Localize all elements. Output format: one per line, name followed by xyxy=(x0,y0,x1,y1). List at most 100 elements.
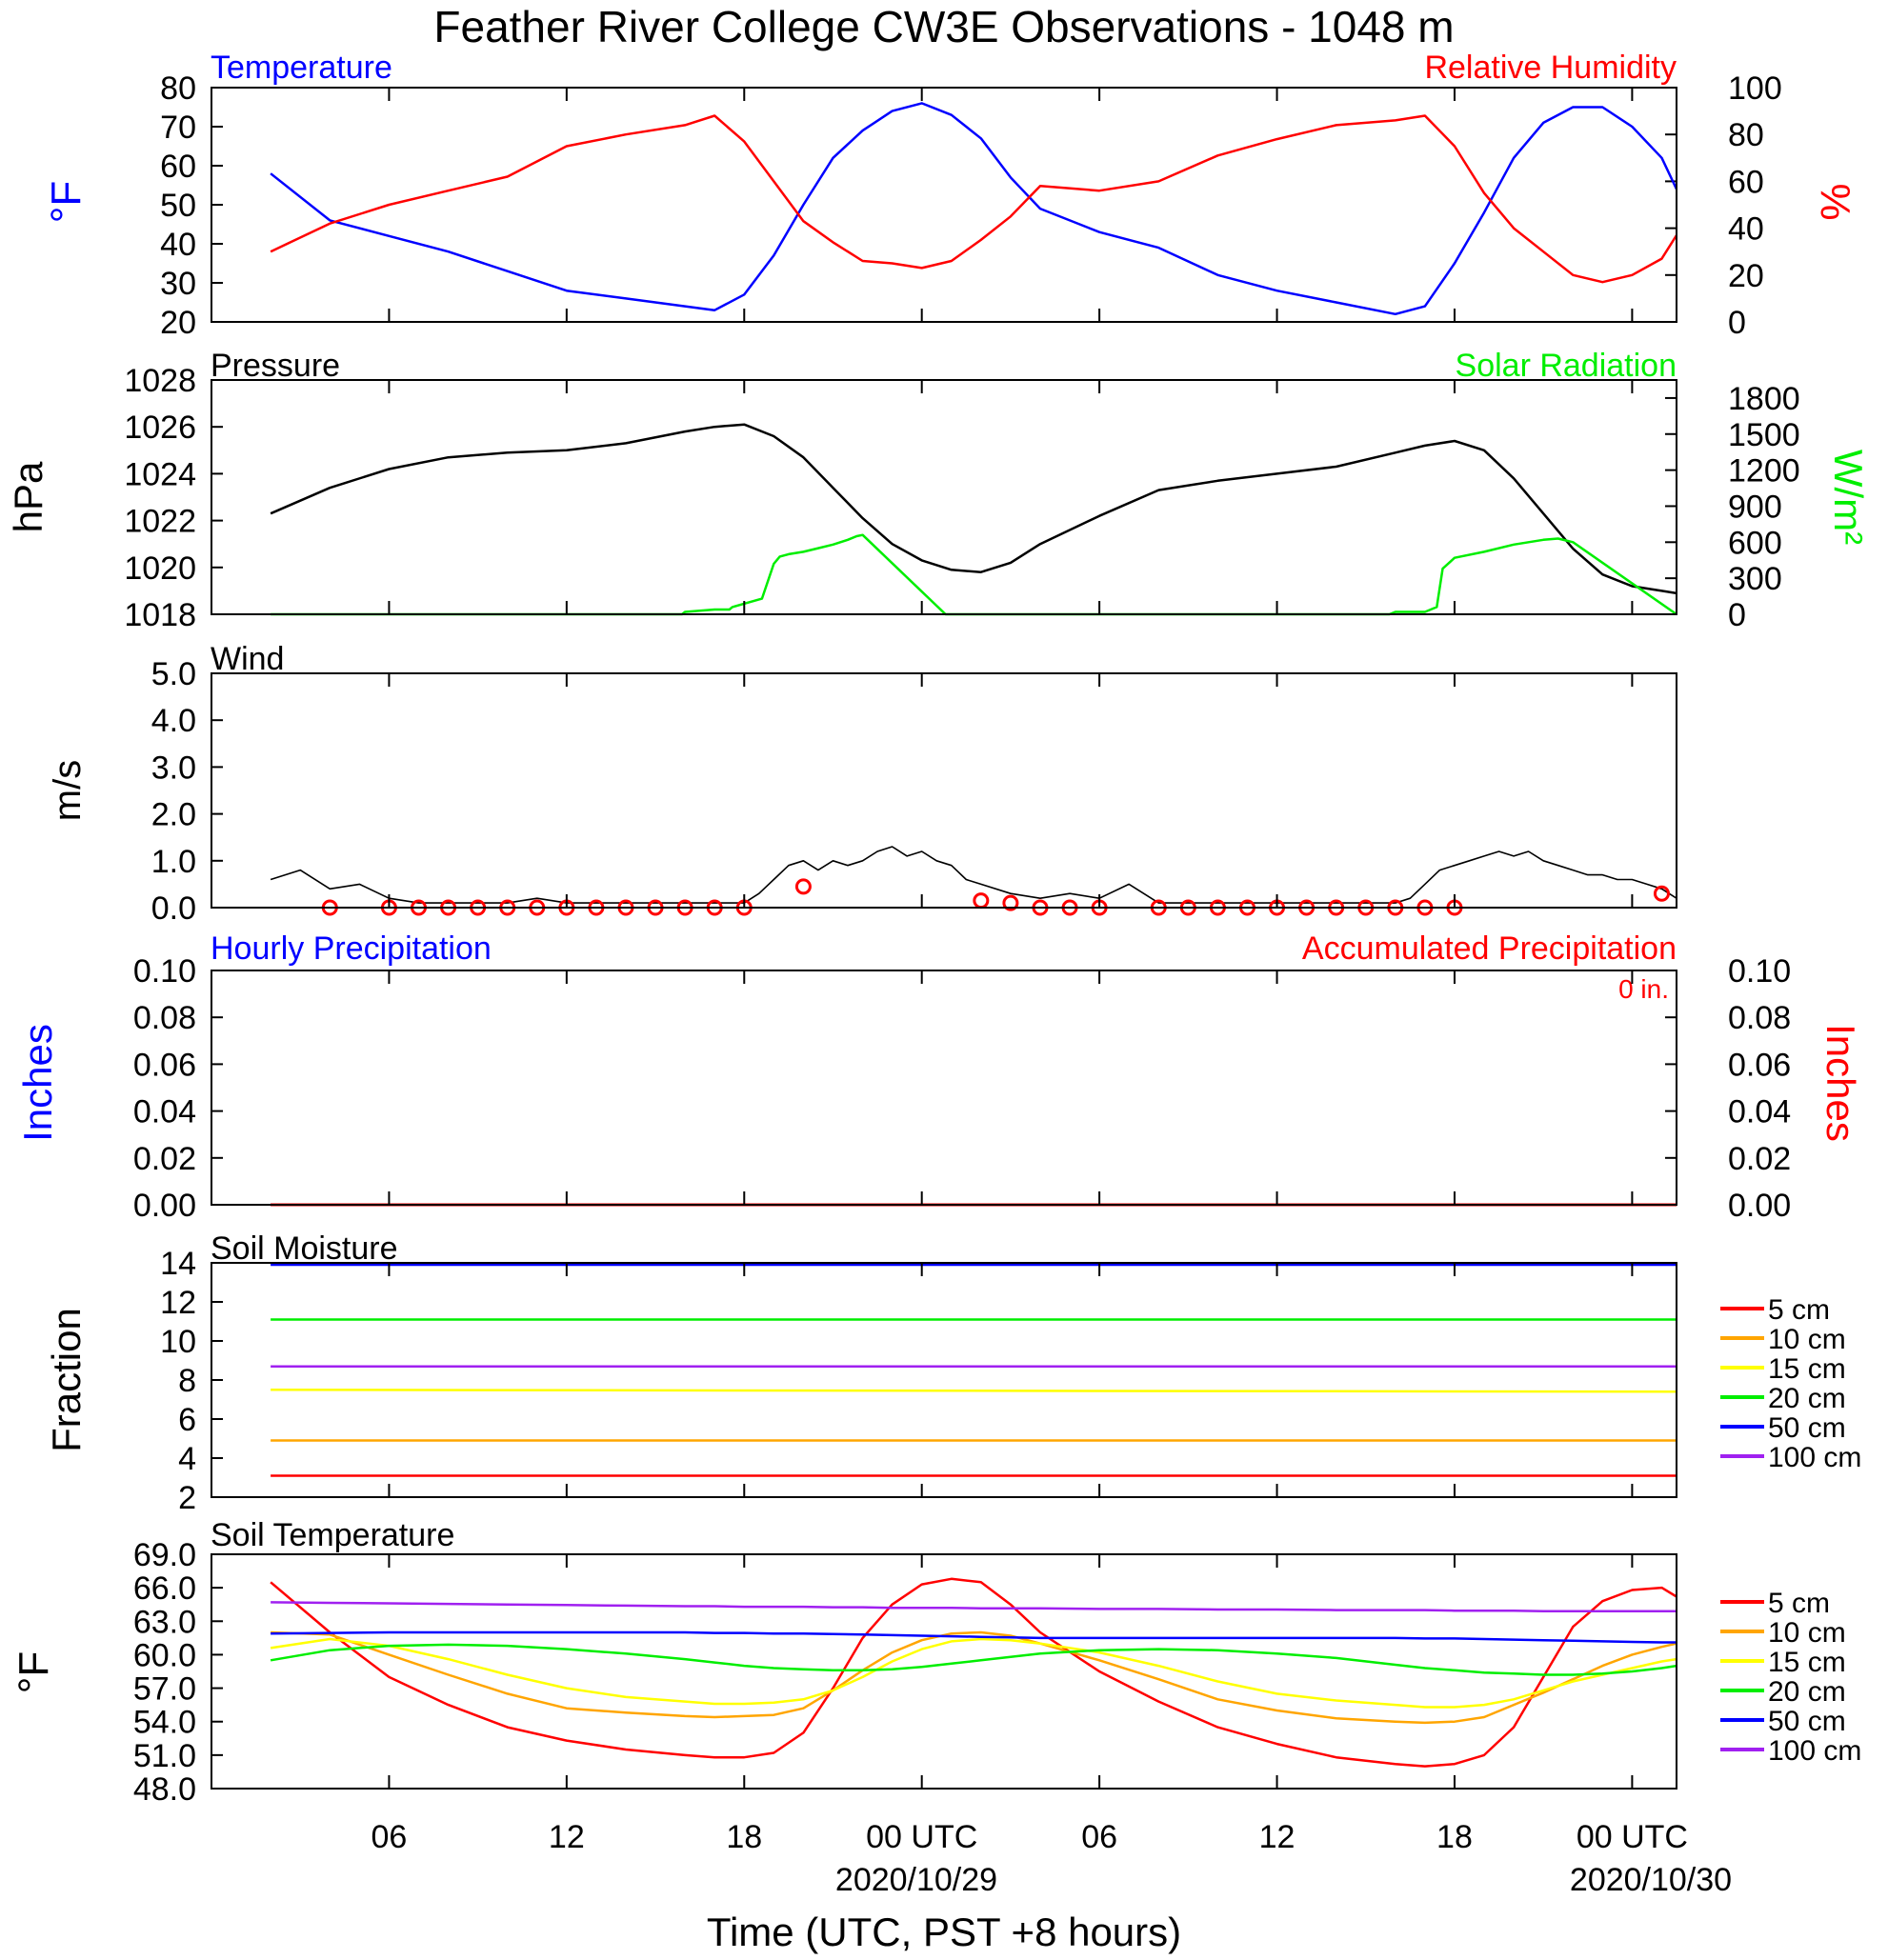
y-tick-label: 1500 xyxy=(1728,417,1800,453)
panel-pressure-solar: Pressure Solar Radiation hPa W/m² 102810… xyxy=(6,348,1871,633)
y-tick-label: 0.02 xyxy=(1728,1141,1791,1177)
y-tick-label: 2.0 xyxy=(151,797,196,833)
x-axis-label: Time (UTC, PST +8 hours) xyxy=(707,1910,1181,1954)
y-tick-label: 0.06 xyxy=(133,1047,196,1083)
wind-calm-marker xyxy=(1653,885,1670,902)
y-tick-label: 5.0 xyxy=(151,656,196,692)
pressure-title: Pressure xyxy=(211,348,340,384)
soil-temp-series xyxy=(270,1577,1677,1768)
series-line-20-cm xyxy=(270,1643,1677,1676)
y-tick-label: 1.0 xyxy=(151,844,196,880)
plot-frame xyxy=(211,87,1677,323)
x-tick-label: 06 xyxy=(1081,1819,1117,1855)
y-tick-label: 4.0 xyxy=(151,703,196,739)
y-tick-label: 10 xyxy=(160,1324,196,1360)
x-date-2: 2020/10/30 xyxy=(1570,1862,1732,1898)
legend-label: 20 cm xyxy=(1768,1676,1846,1708)
y-tick-label: 0.04 xyxy=(133,1094,196,1130)
x-tick-label: 00 UTC xyxy=(866,1819,977,1855)
soil-moisture-title: Soil Moisture xyxy=(211,1230,398,1267)
y-tick-label: 0.06 xyxy=(1728,1047,1791,1083)
soil-temp-ticks: 69.066.063.060.057.054.051.048.0 xyxy=(133,1537,223,1808)
series-line-wind-speed xyxy=(270,846,1677,904)
y-tick-label: 60 xyxy=(1728,164,1764,200)
y-tick-label: 12 xyxy=(160,1285,196,1321)
wind-ticks: 5.0 4.0 3.0 2.0 1.0 0.0 xyxy=(151,656,223,927)
legend-label: 50 cm xyxy=(1768,1412,1846,1444)
hourly-precip-axis-label: Inches xyxy=(15,1024,60,1142)
panel-soil-temperature: Soil Temperature °F 69.066.063.060.057.0… xyxy=(10,1517,1861,1808)
y-tick-label: 60 xyxy=(160,149,196,185)
y-tick-label: 0.08 xyxy=(1728,1000,1791,1036)
series-line-pressure xyxy=(270,423,1677,595)
series-line-5-cm xyxy=(270,1577,1677,1768)
x-date-1: 2020/10/29 xyxy=(835,1862,997,1898)
series-line-10-cm xyxy=(271,1630,1677,1725)
y-tick-label: 1200 xyxy=(1728,453,1800,490)
y-tick-label: 51.0 xyxy=(133,1738,196,1774)
y-tick-label: 1800 xyxy=(1728,381,1800,417)
legend-label: 15 cm xyxy=(1768,1647,1846,1678)
series-line-solar-radiation xyxy=(271,533,1677,616)
wind-calm-marker xyxy=(1002,894,1019,911)
y-tick-label: 48.0 xyxy=(133,1771,196,1808)
y-tick-label: 1018 xyxy=(124,597,196,633)
soil-moisture-axis-label: Fraction xyxy=(44,1308,89,1452)
y-tick-label: 1024 xyxy=(124,456,196,492)
y-tick-label: 80 xyxy=(160,70,196,107)
soil-temp-title: Soil Temperature xyxy=(211,1517,454,1553)
wind-calm-marker xyxy=(973,892,990,910)
legend-label: 5 cm xyxy=(1768,1294,1830,1326)
temperature-title: Temperature xyxy=(211,50,392,86)
x-tick-label: 12 xyxy=(549,1819,585,1855)
x-tick-label: 18 xyxy=(726,1819,762,1855)
pressure-series xyxy=(270,423,1677,616)
y-tick-label: 40 xyxy=(1728,211,1764,248)
y-tick-label: 40 xyxy=(160,227,196,263)
legend-label: 15 cm xyxy=(1768,1353,1846,1385)
x-tick-label: 18 xyxy=(1436,1819,1473,1855)
temperature-axis-label: °F xyxy=(43,181,90,223)
humidity-axis-label: % xyxy=(1812,183,1858,220)
accum-precip-axis-label: Inches xyxy=(1818,1024,1863,1142)
y-tick-label: 20 xyxy=(1728,258,1764,294)
y-tick-label: 0 xyxy=(1728,597,1746,633)
pressure-axis-label: hPa xyxy=(6,461,50,532)
legend-label: 100 cm xyxy=(1768,1735,1861,1767)
y-tick-label: 0.08 xyxy=(133,1000,196,1036)
y-tick-label: 14 xyxy=(160,1246,196,1282)
y-tick-label: 54.0 xyxy=(133,1705,196,1741)
series-line-temperature xyxy=(270,102,1678,316)
y-tick-label: 900 xyxy=(1728,489,1782,525)
y-tick-label: 6 xyxy=(178,1402,196,1438)
panel-temperature-humidity: Temperature Relative Humidity °F % 80706… xyxy=(43,50,1858,341)
y-tick-label: 1026 xyxy=(124,410,196,446)
wind-calm-marker xyxy=(794,878,812,895)
y-tick-label: 20 xyxy=(160,305,196,341)
y-tick-label: 600 xyxy=(1728,525,1782,561)
legend-label: 10 cm xyxy=(1768,1324,1846,1355)
legend-label: 50 cm xyxy=(1768,1706,1846,1737)
y-tick-label: 0.04 xyxy=(1728,1094,1791,1130)
plot-frame xyxy=(211,1262,1677,1498)
y-tick-label: 30 xyxy=(160,266,196,302)
y-tick-label: 60.0 xyxy=(133,1637,196,1673)
solar-title: Solar Radiation xyxy=(1456,348,1677,384)
x-tick-label: 12 xyxy=(1259,1819,1295,1855)
y-tick-label: 0.00 xyxy=(133,1188,196,1224)
soil-moisture-series xyxy=(271,1263,1677,1477)
y-tick-label: 70 xyxy=(160,110,196,146)
x-tick-label: 00 UTC xyxy=(1577,1819,1688,1855)
series-line-relative-humidity xyxy=(270,114,1678,284)
plot-frame xyxy=(211,970,1677,1206)
y-tick-label: 8 xyxy=(178,1363,196,1399)
series-line-15-cm xyxy=(271,1389,1677,1393)
y-tick-label: 66.0 xyxy=(133,1570,196,1607)
y-tick-label: 0.10 xyxy=(133,953,196,990)
y-tick-label: 2 xyxy=(178,1480,196,1516)
series-line-100-cm xyxy=(271,1601,1677,1612)
